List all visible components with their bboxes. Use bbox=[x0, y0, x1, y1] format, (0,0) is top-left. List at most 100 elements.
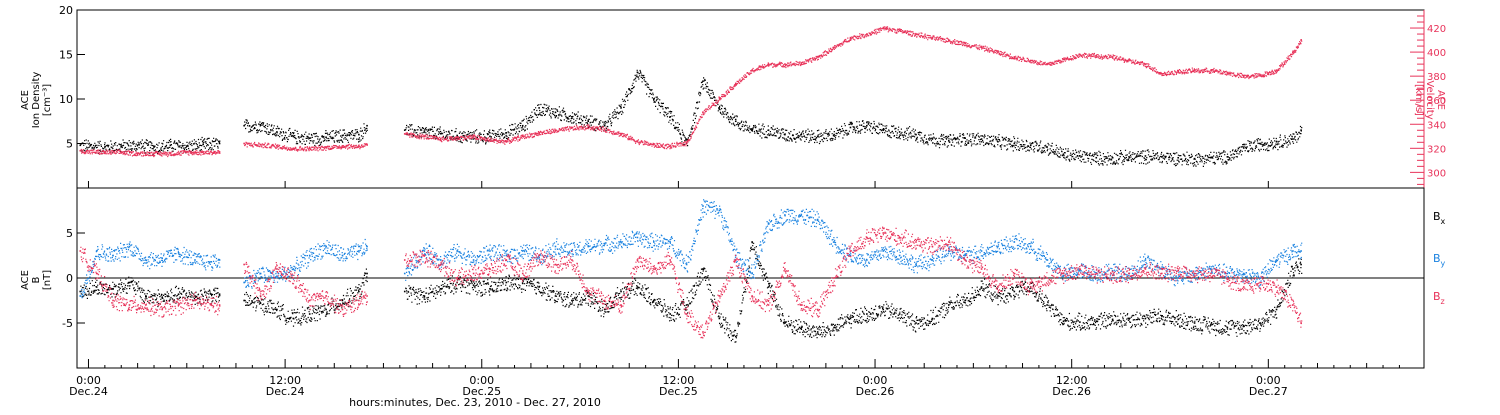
data-point bbox=[210, 261, 213, 263]
data-point bbox=[603, 308, 606, 311]
density-tick-label: 5 bbox=[66, 138, 73, 151]
bottom-panel-frame bbox=[76, 187, 1425, 369]
x-tick-date-label: Dec.25 bbox=[659, 385, 698, 398]
data-point bbox=[1046, 277, 1048, 279]
b-axis-label-line: ACE bbox=[20, 270, 31, 290]
data-point bbox=[243, 263, 245, 266]
data-point bbox=[1046, 304, 1048, 306]
data-point bbox=[177, 304, 180, 306]
data-point bbox=[751, 241, 753, 243]
data-point bbox=[538, 131, 540, 134]
data-point bbox=[702, 331, 704, 333]
data-point bbox=[833, 133, 835, 136]
data-point bbox=[997, 245, 999, 248]
data-point bbox=[980, 286, 983, 288]
data-point bbox=[587, 125, 590, 128]
data-point bbox=[718, 96, 721, 99]
data-point bbox=[980, 138, 983, 140]
data-point bbox=[218, 142, 221, 145]
data-point bbox=[833, 277, 835, 279]
data-point bbox=[833, 326, 835, 329]
data-point bbox=[79, 144, 82, 147]
x-tick-date-label: Dec.25 bbox=[462, 385, 501, 398]
data-point bbox=[767, 304, 770, 306]
data-point bbox=[620, 304, 622, 306]
data-point bbox=[308, 313, 311, 315]
x-tick-date-label: Dec.24 bbox=[266, 385, 305, 398]
data-point bbox=[1095, 320, 1098, 322]
density-axis-label-line: [cm⁻³] bbox=[42, 84, 53, 116]
data-point bbox=[403, 290, 406, 293]
velocity-axis-label-line: ACE bbox=[1435, 90, 1446, 110]
data-point bbox=[816, 331, 819, 333]
data-point bbox=[1144, 155, 1147, 157]
data-point bbox=[653, 98, 655, 100]
data-point bbox=[620, 107, 622, 109]
data-point bbox=[243, 124, 245, 127]
data-point bbox=[784, 268, 786, 270]
data-point bbox=[1226, 156, 1229, 158]
data-point bbox=[1079, 321, 1081, 323]
data-point bbox=[636, 259, 639, 261]
data-point bbox=[341, 299, 344, 302]
data-point bbox=[1259, 281, 1261, 284]
top-panel-frame bbox=[76, 9, 1425, 189]
data-point bbox=[95, 286, 98, 288]
data-point bbox=[308, 147, 311, 150]
data-point bbox=[423, 295, 426, 297]
legend-label-base: B bbox=[1433, 210, 1441, 223]
data-point bbox=[554, 295, 557, 297]
velocity-tick-label: 300 bbox=[1427, 168, 1446, 179]
data-point bbox=[472, 259, 475, 261]
velocity-series-e8335a bbox=[79, 26, 1303, 158]
x-tick-date-label: Dec.26 bbox=[856, 385, 895, 398]
legend-bx: Bx bbox=[1433, 210, 1446, 226]
velocity-axis-label: ACEVelocity[km/s] bbox=[1413, 80, 1446, 119]
data-point bbox=[161, 308, 164, 311]
legend-label-base: B bbox=[1433, 290, 1441, 303]
density-axis-label-line: ACE bbox=[20, 90, 31, 110]
data-point bbox=[95, 272, 98, 275]
data-point bbox=[104, 146, 106, 148]
data-point bbox=[931, 138, 934, 140]
data-point bbox=[341, 308, 344, 311]
x-tick-time-label: 0:00 bbox=[76, 374, 101, 387]
data-point bbox=[685, 304, 688, 306]
data-point bbox=[489, 135, 491, 138]
data-point bbox=[538, 107, 540, 109]
legend-label-sub: y bbox=[1441, 259, 1446, 268]
data-point bbox=[947, 250, 950, 252]
data-point bbox=[620, 290, 622, 293]
data-point bbox=[1292, 268, 1294, 270]
data-point bbox=[259, 295, 262, 297]
velocity-tick-label: 340 bbox=[1427, 120, 1446, 131]
data-point bbox=[915, 133, 917, 136]
data-point bbox=[964, 299, 966, 302]
time-axis: 0:00Dec.2412:00Dec.240:00Dec.2512:00Dec.… bbox=[69, 181, 1400, 398]
data-point bbox=[669, 116, 672, 118]
data-point bbox=[358, 290, 360, 293]
b-axis: -5 0 5 ACEB[nT] bbox=[20, 227, 85, 330]
data-point bbox=[1144, 259, 1147, 261]
data-point bbox=[587, 295, 590, 297]
x-tick-date-label: Dec.26 bbox=[1052, 385, 1091, 398]
data-point bbox=[308, 299, 311, 302]
data-point bbox=[849, 250, 852, 252]
data-point bbox=[1128, 156, 1130, 158]
data-point bbox=[898, 313, 901, 315]
data-point bbox=[210, 293, 213, 295]
velocity-tick-label: 420 bbox=[1427, 24, 1446, 35]
data-point bbox=[1062, 153, 1065, 155]
data-point bbox=[1292, 51, 1294, 53]
data-point bbox=[169, 144, 172, 147]
legend-label-base: B bbox=[1433, 252, 1441, 265]
data-point bbox=[538, 254, 540, 257]
data-point bbox=[947, 304, 950, 306]
data-point bbox=[800, 326, 803, 329]
data-point bbox=[653, 268, 655, 270]
data-point bbox=[1275, 259, 1278, 261]
data-point bbox=[177, 293, 180, 295]
data-point bbox=[587, 245, 590, 248]
data-point bbox=[489, 250, 491, 252]
data-point bbox=[751, 129, 753, 131]
